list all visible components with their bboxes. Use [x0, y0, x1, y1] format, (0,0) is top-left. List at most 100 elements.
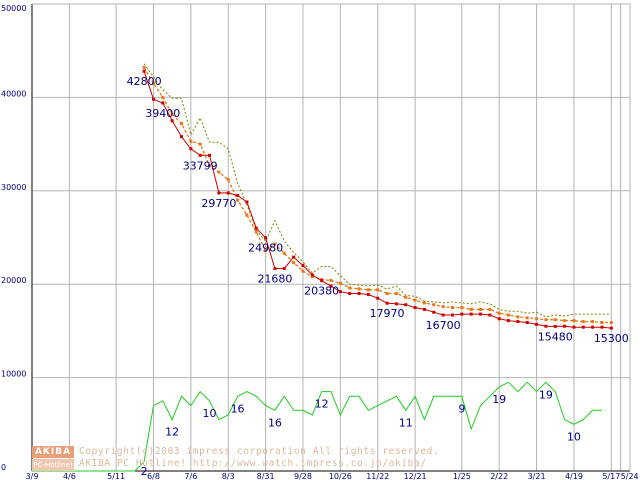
- data-labels-layer: 42800 39400 33799 29770 24980 21680 20380 17970…: [127, 75, 629, 478]
- data-point-price_avg: [563, 319, 567, 323]
- data-point-price_low: [544, 324, 548, 328]
- data-point-price_avg: [198, 142, 202, 146]
- data-point-price_avg: [572, 319, 576, 323]
- x-tick-label: 2/22: [490, 472, 508, 480]
- data-point-price_avg: [516, 315, 520, 319]
- data-point-price_avg: [189, 139, 193, 143]
- price-data-label: 21680: [257, 273, 292, 286]
- data-point-price_low: [413, 306, 417, 310]
- copyright-text: Copyright(c)2003 impress corporation All…: [79, 446, 440, 457]
- series-line-price_high: [143, 63, 612, 318]
- data-point-price_avg: [422, 301, 426, 305]
- data-point-price_avg: [357, 287, 361, 291]
- x-tick-label: 5/11: [107, 472, 125, 480]
- y-tick-label: 30000: [1, 183, 26, 192]
- x-tick-label: 12/21: [404, 472, 427, 480]
- price-data-label: 39400: [145, 107, 180, 120]
- x-tick-label: 6/8: [147, 472, 160, 480]
- x-tick-label: 9/28: [294, 472, 312, 480]
- data-point-price_avg: [208, 164, 212, 168]
- data-point-price_low: [310, 273, 314, 277]
- x-tick-label: 11/22: [366, 472, 389, 480]
- data-point-price_low: [301, 264, 305, 268]
- data-point-price_low: [226, 191, 230, 195]
- data-point-price_low: [572, 325, 576, 329]
- data-point-price_avg: [338, 281, 342, 285]
- data-point-price_low: [292, 255, 296, 259]
- data-point-price_avg: [609, 320, 613, 324]
- data-point-price_avg: [413, 298, 417, 302]
- data-point-price_low: [348, 292, 352, 296]
- data-point-price_low: [217, 191, 221, 195]
- data-point-price_low: [142, 69, 146, 73]
- data-point-price_avg: [366, 288, 370, 292]
- data-point-price_avg: [591, 320, 595, 324]
- series-layer: [32, 63, 613, 472]
- x-axis-tick-labels: 3/9 4/6 5/11 6/8 7/6 8/3 8/31 9/28 10/26 11/22 12/…: [26, 472, 639, 480]
- data-point-price_low: [394, 302, 398, 306]
- data-point-price_avg: [329, 278, 333, 282]
- data-point-price_low: [441, 313, 445, 317]
- data-point-price_avg: [170, 112, 174, 116]
- data-point-price_low: [282, 267, 286, 271]
- price-data-label: 24980: [248, 242, 283, 255]
- data-point-price_low: [553, 324, 557, 328]
- x-tick-label: 4/6: [63, 472, 76, 480]
- data-point-price_low: [507, 319, 511, 323]
- data-point-price_avg: [180, 122, 183, 126]
- data-point-price_low: [180, 135, 183, 139]
- data-point-price_avg: [264, 249, 268, 253]
- data-point-price_avg: [310, 275, 314, 279]
- data-point-price_avg: [348, 286, 352, 290]
- data-point-price_avg: [441, 305, 445, 309]
- price-data-label: 20380: [304, 285, 339, 298]
- data-point-price_avg: [535, 317, 539, 321]
- count-data-label: 10: [567, 430, 581, 443]
- data-point-price_low: [208, 153, 212, 157]
- x-tick-label: 8/3: [222, 472, 235, 480]
- price-data-label: 17970: [370, 307, 405, 320]
- data-point-price_low: [198, 153, 202, 157]
- data-point-price_low: [479, 312, 482, 316]
- count-data-label: 11: [399, 416, 413, 429]
- series-line-shop_count: [32, 381, 602, 472]
- count-data-label: 12: [165, 426, 179, 439]
- data-point-price_avg: [479, 307, 482, 311]
- count-data-label: 19: [539, 388, 553, 401]
- y-tick-label: 50000: [1, 4, 26, 13]
- data-point-price_avg: [432, 303, 436, 307]
- series-line-price_avg: [143, 67, 612, 324]
- data-point-price_avg: [282, 251, 286, 255]
- x-tick-label: 5/24: [621, 472, 639, 480]
- data-point-price_avg: [236, 198, 240, 202]
- site-url-text: AKIBA PC Hotline! http://www.watch.impre…: [79, 458, 427, 469]
- data-point-price_low: [469, 312, 473, 316]
- data-point-price_low: [563, 324, 567, 328]
- data-point-price_low: [357, 292, 361, 296]
- data-point-price_avg: [245, 213, 249, 217]
- x-tick-label: 5/17: [602, 472, 620, 480]
- x-tick-label: 3/9: [26, 472, 39, 480]
- akiba-logo-bottom: PC-Hotline!: [32, 459, 74, 471]
- copyright-watermark: AKIBA PC-Hotline! Copyright(c)2003 impre…: [32, 446, 502, 472]
- data-point-price_avg: [488, 307, 492, 311]
- price-data-label: 16700: [426, 319, 461, 332]
- data-point-price_low: [170, 119, 174, 123]
- data-point-price_low: [450, 313, 454, 317]
- data-point-price_avg: [301, 269, 305, 273]
- data-point-price_low: [273, 267, 277, 271]
- data-point-price_low: [600, 325, 604, 329]
- count-data-label: 19: [492, 393, 506, 406]
- data-point-price_low: [376, 296, 380, 300]
- data-point-price_avg: [460, 306, 464, 310]
- price-data-label: 29770: [201, 197, 236, 210]
- data-point-price_low: [264, 236, 268, 240]
- data-point-price_avg: [273, 242, 277, 246]
- data-point-price_avg: [404, 295, 408, 299]
- count-data-label: 10: [203, 407, 217, 420]
- data-point-price_low: [497, 317, 501, 321]
- data-point-price_avg: [394, 292, 398, 296]
- data-point-price_low: [254, 226, 258, 230]
- data-point-price_avg: [254, 230, 258, 234]
- data-point-price_low: [236, 193, 240, 197]
